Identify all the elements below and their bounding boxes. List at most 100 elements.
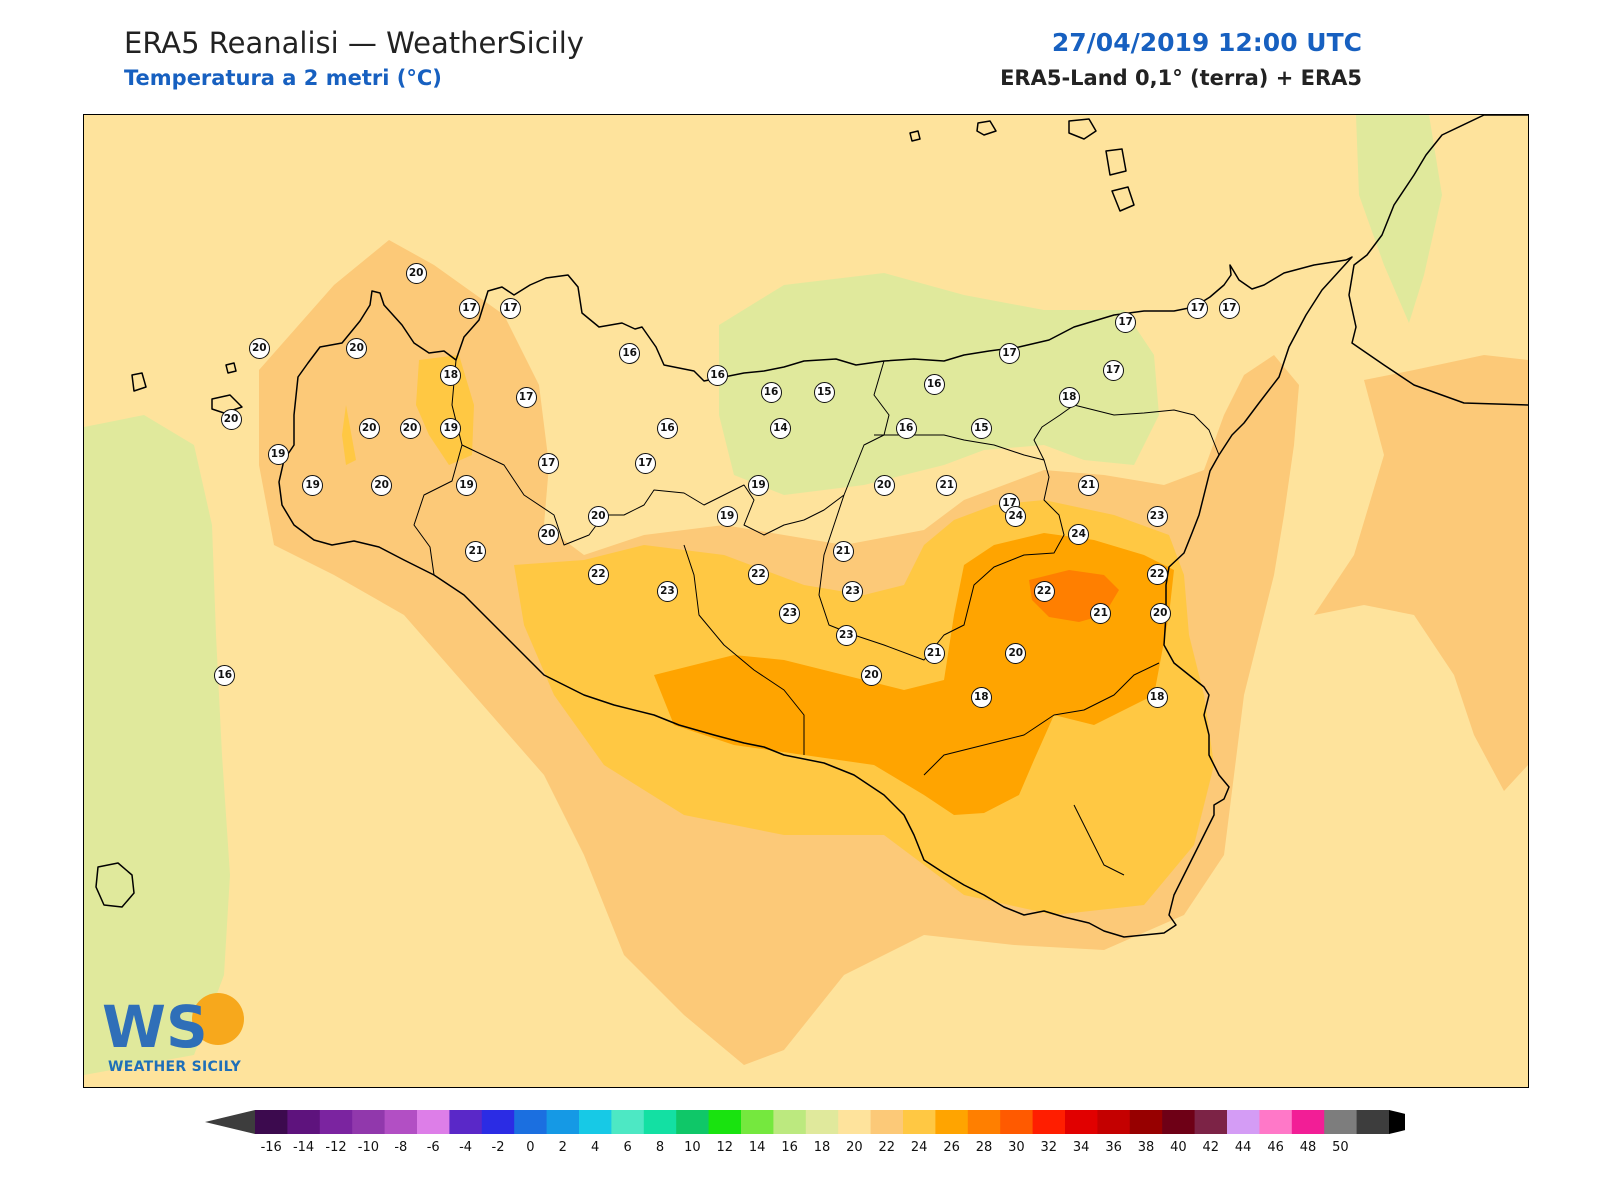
colorbar-swatch (287, 1110, 321, 1134)
colorbar-under-arrow (205, 1110, 255, 1134)
station-marker: 17 (1102, 360, 1124, 382)
colorbar-swatch (643, 1110, 677, 1134)
colorbar-swatch (676, 1110, 710, 1134)
station-marker: 17 (634, 453, 656, 474)
colorbar-tick-label: 20 (846, 1140, 863, 1155)
station-marker: 17 (499, 298, 521, 320)
station-marker: 23 (835, 625, 857, 647)
colorbar-swatch (579, 1110, 612, 1134)
data-source: ERA5-Land 0,1° (terra) + ERA5 (1000, 66, 1362, 90)
colorbar-swatch (1291, 1110, 1325, 1134)
valid-datetime: 27/04/2019 12:00 UTC (1051, 28, 1362, 57)
colorbar-tick-label: 0 (526, 1140, 535, 1155)
colorbar-tick-label: 22 (878, 1140, 896, 1155)
station-marker: 19 (302, 475, 324, 497)
station-marker: 16 (760, 382, 782, 404)
station-marker: 24 (1068, 523, 1090, 545)
station-marker: 21 (1090, 603, 1112, 625)
station-marker: 19 (267, 444, 289, 466)
calabria-coast (1348, 115, 1528, 406)
colorbar-tick-label: 30 (1008, 1140, 1025, 1155)
station-marker: 21 (936, 475, 958, 497)
province-borders (413, 359, 1220, 876)
pantelleria (95, 862, 135, 908)
colorbar-over-arrow (1389, 1110, 1439, 1134)
colorbar-swatch (903, 1110, 936, 1134)
colorbar-tick-label: 26 (943, 1140, 960, 1155)
station-marker: 16 (619, 342, 641, 364)
colorbar-tick-label: 12 (716, 1140, 734, 1155)
colorbar-swatch (514, 1110, 548, 1134)
station-marker: 23 (779, 603, 801, 625)
station-marker: 18 (1146, 687, 1168, 709)
station-marker: 17 (1218, 298, 1240, 320)
colorbar-tick-label: 4 (591, 1140, 600, 1155)
colorbar-swatch (708, 1110, 742, 1134)
colorbar-swatch (255, 1110, 288, 1134)
colorbar-tick-label: -2 (491, 1140, 505, 1155)
colorbar-tick-label: 18 (813, 1140, 831, 1155)
colorbar-tick-label: 44 (1234, 1140, 1252, 1155)
colorbar (205, 1110, 1439, 1170)
ws-logo-mark: WS (102, 993, 244, 1061)
colorbar-tick-label: 28 (975, 1140, 993, 1155)
station-marker: 15 (970, 417, 992, 439)
field-14-16-northeast (1356, 115, 1442, 323)
border-caltanissetta (683, 544, 805, 755)
colorbar-swatch (1227, 1110, 1260, 1134)
station-marker: 21 (465, 541, 487, 563)
colorbar-swatch (805, 1110, 839, 1134)
colorbar-swatch (319, 1110, 353, 1134)
station-marker: 20 (405, 263, 427, 285)
station-marker: 20 (248, 338, 270, 360)
station-marker: 24 (1005, 506, 1027, 528)
colorbar-swatch (1032, 1110, 1066, 1134)
aeolian-3 (1068, 118, 1097, 140)
station-marker: 16 (656, 417, 678, 439)
station-marker: 20 (358, 417, 380, 439)
colorbar-tick-label: 10 (684, 1140, 701, 1155)
station-marker: 17 (515, 386, 537, 408)
station-marker: 20 (399, 417, 421, 439)
colorbar-tick-label: -16 (260, 1140, 282, 1155)
station-marker: 16 (895, 417, 917, 439)
aeolian-5 (1111, 186, 1135, 212)
weathersicily-logo: WS WEATHER SICILY (96, 985, 256, 1075)
station-marker: 14 (769, 417, 791, 439)
colorbar-swatch (1097, 1110, 1131, 1134)
station-marker: 16 (923, 373, 945, 395)
colorbar-tick-label: -12 (325, 1140, 347, 1155)
colorbar-swatch (611, 1110, 645, 1134)
egadi-1 (131, 372, 147, 392)
temperature-map (83, 114, 1529, 1088)
station-marker: 16 (707, 364, 729, 386)
colorbar-swatch (1162, 1110, 1196, 1134)
station-marker: 22 (1146, 563, 1168, 585)
field-20-22-patch (342, 405, 356, 465)
colorbar-swatch (1324, 1110, 1358, 1134)
colorbar-swatch (384, 1110, 418, 1134)
station-marker: 23 (656, 581, 678, 603)
station-marker: 19 (716, 506, 738, 528)
colorbar-swatch (1065, 1110, 1098, 1134)
colorbar-swatch (838, 1110, 872, 1134)
colorbar-tick-label: -10 (357, 1140, 379, 1155)
station-marker: 18 (440, 364, 462, 386)
colorbar-tick-label: 34 (1072, 1140, 1090, 1155)
colorbar-swatch (417, 1110, 450, 1134)
colorbar-tick-label: 2 (558, 1140, 567, 1155)
station-marker: 15 (813, 382, 835, 404)
station-marker: 19 (747, 475, 769, 497)
colorbar-tick-label: -14 (292, 1140, 315, 1155)
border-catania-ragusa (923, 662, 1160, 776)
border-trapani-palermo (413, 359, 463, 576)
colorbar-tick-label: 16 (781, 1140, 798, 1155)
station-marker: 17 (999, 342, 1020, 364)
temperature-field (84, 115, 1528, 1087)
station-marker: 21 (923, 643, 945, 664)
field-14-16-west (84, 415, 230, 1075)
station-marker: 20 (220, 408, 242, 430)
station-marker: 20 (860, 665, 882, 687)
map-title: ERA5 Reanalisi — WeatherSicily (124, 26, 584, 60)
station-marker: 23 (842, 581, 864, 603)
